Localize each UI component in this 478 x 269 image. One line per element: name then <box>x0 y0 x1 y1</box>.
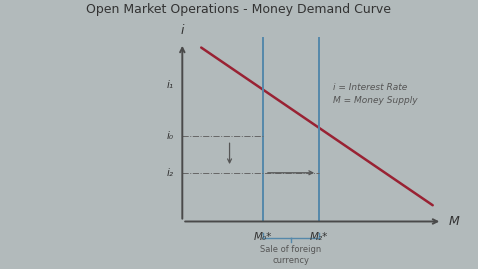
Text: M: M <box>448 215 459 228</box>
Text: i₁: i₁ <box>167 80 174 90</box>
Title: Open Market Operations - Money Demand Curve: Open Market Operations - Money Demand Cu… <box>87 3 391 16</box>
Text: i₂: i₂ <box>167 168 174 178</box>
Text: M₂*: M₂* <box>310 232 328 242</box>
Text: i: i <box>181 24 184 37</box>
Text: i₀: i₀ <box>167 131 174 141</box>
Text: M₀*: M₀* <box>253 232 272 242</box>
Text: Sale of foreign
currency: Sale of foreign currency <box>261 245 322 266</box>
Text: i = Interest Rate
M = Money Supply: i = Interest Rate M = Money Supply <box>334 83 418 105</box>
